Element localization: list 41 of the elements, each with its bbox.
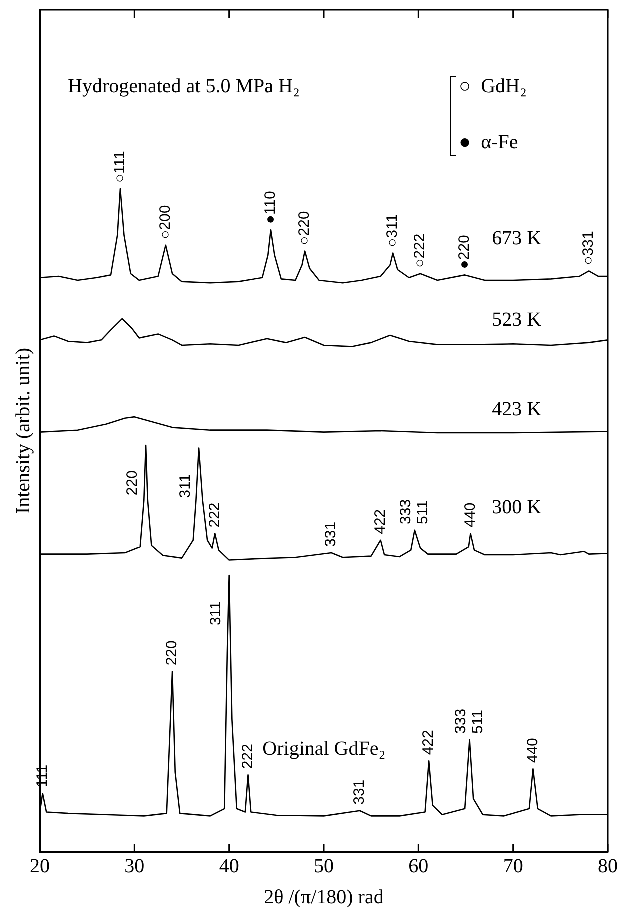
series-label: 423 K — [492, 398, 542, 421]
annotation: 422 — [420, 730, 438, 756]
annotation: 333 — [398, 499, 415, 524]
annotation: 311 — [177, 474, 194, 498]
annotation: ○220 — [296, 211, 314, 246]
annotation: 511 — [469, 710, 486, 734]
x-tick-label: 60 — [408, 855, 429, 878]
annotation: 333 — [452, 708, 470, 734]
annotation: 220 — [124, 470, 142, 496]
text: Hydrogenated at 5.0 MPa H₂ — [68, 75, 300, 98]
annotation: ●110 — [262, 191, 280, 224]
annotation: ○200 — [157, 205, 174, 240]
annotation: ○111 — [112, 151, 129, 184]
annotation: 440 — [462, 502, 479, 528]
annotation: 511 — [414, 500, 432, 524]
x-tick-label: 40 — [219, 855, 240, 878]
x-tick-label: 30 — [124, 855, 145, 878]
x-tick-label: 50 — [314, 855, 334, 878]
annotation: ○222 — [412, 234, 429, 268]
series-label: 673 K — [492, 228, 542, 250]
x-tick-label: 70 — [503, 855, 524, 878]
series-label: Original GdFe₂ — [262, 738, 386, 760]
y-axis-title: Intensity (arbit. unit) — [12, 348, 34, 514]
annotation: 222 — [239, 744, 256, 770]
text: ● α-Fe — [459, 131, 518, 154]
annotation: ●220 — [456, 235, 474, 270]
x-tick-label: 80 — [598, 855, 618, 878]
annotation: 222 — [206, 502, 224, 528]
annotation: ○311 — [384, 214, 402, 248]
annotation: 311 — [207, 602, 224, 626]
text: ○ GdH₂ — [459, 75, 527, 98]
x-axis-title: 2θ /(π/180) rad — [264, 886, 384, 908]
annotation: 331 — [322, 522, 340, 547]
series-label: 523 K — [492, 309, 542, 332]
annotation: 440 — [524, 738, 542, 764]
annotation: 422 — [372, 509, 389, 534]
annotation: ○331 — [580, 231, 598, 266]
annotation: 220 — [164, 640, 181, 666]
x-tick-label: 20 — [30, 855, 50, 878]
series-label: 300 K — [492, 496, 542, 519]
annotation: 331 — [351, 780, 368, 805]
